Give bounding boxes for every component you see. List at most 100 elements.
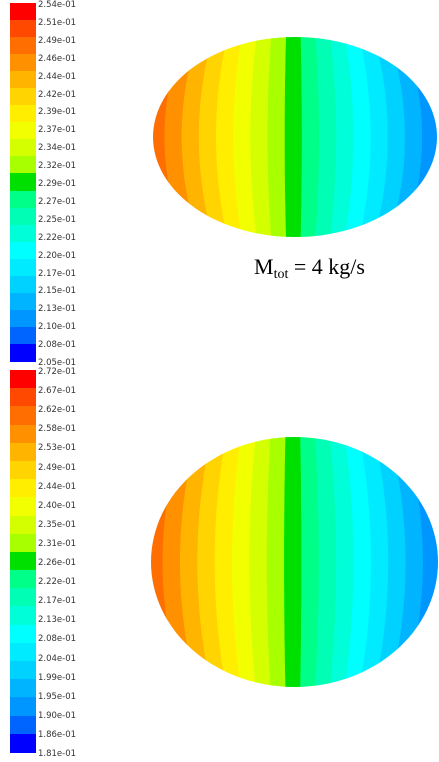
colorbar-tick-label: 2.08e-01 (38, 634, 77, 645)
colorbar-tick-label: 2.54e-01 (38, 0, 77, 10)
colorbar-bottom-swatches (10, 370, 36, 754)
colorbar-tick-label: 2.34e-01 (38, 143, 77, 154)
colorbar-tick-label: 2.53e-01 (38, 443, 77, 454)
colorbar-swatch (10, 37, 36, 55)
colorbar-tick-label: 2.10e-01 (38, 322, 77, 333)
colorbar-swatch (10, 551, 36, 571)
colorbar-tick-label: 2.49e-01 (38, 462, 77, 473)
colorbar-swatch (10, 241, 36, 260)
caption-subscript: tot (273, 267, 289, 282)
colorbar-tick-label: 2.35e-01 (38, 519, 77, 530)
contour-band (300, 37, 320, 237)
colorbar-tick-label: 2.26e-01 (38, 558, 77, 568)
colorbar-swatch (10, 570, 36, 589)
colorbar-tick-label: 2.67e-01 (38, 386, 77, 397)
colorbar-swatch (10, 326, 36, 345)
colorbar-swatch (10, 497, 36, 517)
colorbar-tick-label: 2.20e-01 (38, 250, 77, 261)
colorbar-swatch (10, 292, 36, 311)
colorbar-tick-label: 1.95e-01 (38, 691, 77, 702)
colorbar-tick-label: 2.44e-01 (38, 481, 77, 492)
colorbar-tick-label: 1.81e-01 (38, 749, 77, 759)
colorbar-swatch (10, 3, 36, 21)
colorbar-tick-label: 2.72e-01 (38, 367, 77, 377)
colorbar-swatch (10, 258, 36, 277)
colorbar-tick-label: 2.13e-01 (38, 615, 77, 626)
contour-band (300, 437, 320, 687)
colorbar-tick-label: 1.99e-01 (38, 672, 77, 683)
colorbar-bottom: 2.72e-01 2.67e-01 2.62e-01 2.58e-01 2.53e-01… (10, 367, 120, 760)
colorbar-top: 2.54e-01 2.51e-01 2.49e-01 2.46e-01 2.44e-01… (10, 0, 120, 368)
colorbar-tick-label: 2.31e-01 (38, 538, 77, 549)
colorbar-tick-label: 2.37e-01 (38, 125, 77, 136)
colorbar-swatch (10, 624, 36, 644)
colorbar-tick-label: 2.40e-01 (38, 500, 77, 511)
colorbar-tick-label: 2.39e-01 (38, 107, 77, 118)
colorbar-swatch (10, 479, 36, 498)
colorbar-tick-label: 2.46e-01 (38, 53, 77, 64)
colorbar-swatch (10, 424, 36, 444)
colorbar-swatch (10, 343, 36, 362)
colorbar-swatch (10, 71, 36, 89)
colorbar-tick-label: 2.08e-01 (38, 340, 77, 351)
colorbar-tick-label: 2.17e-01 (38, 596, 77, 607)
contour-band (266, 437, 287, 687)
colorbar-tick-label: 2.29e-01 (38, 179, 77, 189)
colorbar-swatch (10, 442, 36, 462)
contour-band (267, 37, 287, 237)
colorbar-tick-label: 2.05e-01 (38, 358, 77, 368)
colorbar-tick-label: 2.27e-01 (38, 196, 77, 207)
colorbar-tick-label: 2.22e-01 (38, 577, 77, 588)
contour-band (151, 437, 153, 687)
colorbar-swatch (10, 54, 36, 72)
colorbar-swatch (10, 642, 36, 662)
colorbar-swatch (10, 661, 36, 680)
caption-suffix: = 4 kg/s (288, 254, 365, 279)
colorbar-swatch (10, 190, 36, 209)
contour-plot-bottom (151, 437, 438, 687)
colorbar-tick-label: 2.42e-01 (38, 89, 77, 100)
contour-band (284, 437, 302, 687)
colorbar-swatch (10, 533, 36, 553)
colorbar-tick-label: 2.13e-01 (38, 304, 77, 315)
colorbar-swatch (10, 679, 36, 699)
colorbar-tick-label: 2.49e-01 (38, 35, 77, 46)
colorbar-swatch (10, 156, 36, 175)
colorbar-tick-label: 1.86e-01 (38, 729, 77, 740)
colorbar-swatch (10, 697, 36, 717)
colorbar-swatch (10, 139, 36, 158)
colorbar-swatch (10, 88, 36, 106)
colorbar-swatch (10, 309, 36, 328)
colorbar-swatch (10, 370, 36, 389)
colorbar-tick-label: 2.17e-01 (38, 268, 77, 279)
colorbar-top-swatches (10, 3, 36, 363)
colorbar-tick-label: 2.58e-01 (38, 424, 77, 435)
contour-band (153, 37, 155, 237)
colorbar-tick-label: 2.15e-01 (38, 286, 77, 297)
colorbar-swatch (10, 606, 36, 626)
colorbar-swatch (10, 20, 36, 38)
colorbar-swatch (10, 105, 36, 123)
colorbar-swatch (10, 733, 36, 753)
colorbar-swatch (10, 406, 36, 426)
colorbar-swatch (10, 122, 36, 140)
colorbar-swatch (10, 224, 36, 243)
colorbar-swatch (10, 715, 36, 735)
colorbar-tick-label: 2.62e-01 (38, 405, 77, 416)
colorbar-tick-label: 2.25e-01 (38, 214, 77, 225)
contour-band (284, 37, 303, 237)
colorbar-tick-label: 2.22e-01 (38, 232, 77, 243)
mass-flow-caption: Mtot = 4 kg/s (254, 254, 365, 283)
colorbar-tick-label: 2.04e-01 (38, 653, 77, 664)
caption-prefix: M (254, 254, 274, 279)
colorbar-swatch (10, 588, 36, 608)
colorbar-swatch (10, 207, 36, 226)
contour-plot-top (153, 37, 437, 237)
colorbar-tick-label: 1.90e-01 (38, 710, 77, 721)
colorbar-swatch (10, 388, 36, 407)
colorbar-swatch (10, 515, 36, 535)
colorbar-tick-label: 2.44e-01 (38, 71, 77, 82)
colorbar-swatch (10, 460, 36, 480)
colorbar-tick-label: 2.32e-01 (38, 161, 77, 172)
colorbar-swatch (10, 173, 36, 192)
